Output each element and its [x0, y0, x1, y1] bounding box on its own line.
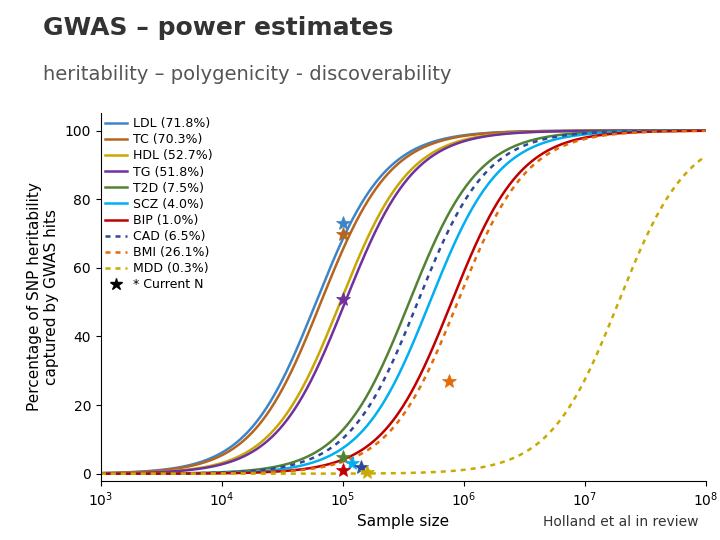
Y-axis label: Percentage of SNP heritability
captured by GWAS hits: Percentage of SNP heritability captured …: [27, 183, 59, 411]
TC (70.3%): [629, 127, 638, 134]
MDD (0.3%): [330, 470, 339, 477]
HDL (52.7%): [707, 127, 716, 134]
SCZ (4.0%): [96, 470, 105, 477]
SCZ (4.0%): [330, 450, 339, 456]
TG (51.8%): [166, 468, 175, 475]
CAD (6.5%): [629, 128, 638, 134]
Line: TC (70.3%): TC (70.3%): [101, 131, 711, 473]
TG (51.8%): [707, 127, 716, 134]
T2D (7.5%): [357, 402, 366, 408]
CAD (6.5%): [96, 470, 105, 477]
BMI (26.1%): [696, 127, 704, 134]
HDL (52.7%): [629, 127, 638, 134]
MDD (0.3%): [357, 470, 366, 477]
Line: MDD (0.3%): MDD (0.3%): [101, 152, 711, 474]
LDL (71.8%): [96, 470, 105, 476]
BMI (26.1%): [357, 450, 366, 457]
HDL (52.7%): [202, 463, 211, 470]
CAD (6.5%): [696, 127, 704, 134]
T2D (7.5%): [629, 128, 638, 134]
TC (70.3%): [96, 470, 105, 476]
T2D (7.5%): [166, 470, 175, 477]
TC (70.3%): [330, 265, 339, 271]
T2D (7.5%): [330, 435, 339, 441]
Text: heritability – polygenicity - discoverability: heritability – polygenicity - discoverab…: [43, 65, 451, 84]
LDL (71.8%): [166, 465, 175, 472]
TC (70.3%): [707, 127, 716, 134]
TG (51.8%): [696, 127, 704, 134]
TG (51.8%): [330, 324, 339, 330]
TC (70.3%): [696, 127, 704, 134]
TG (51.8%): [96, 470, 105, 477]
Line: TG (51.8%): TG (51.8%): [101, 131, 711, 474]
BIP (1.0%): [166, 470, 175, 477]
BIP (1.0%): [96, 470, 105, 477]
MDD (0.3%): [166, 470, 175, 477]
SCZ (4.0%): [357, 429, 366, 435]
X-axis label: Sample size: Sample size: [357, 515, 449, 530]
LDL (71.8%): [629, 127, 638, 134]
BIP (1.0%): [330, 459, 339, 465]
BIP (1.0%): [707, 127, 716, 134]
BMI (26.1%): [629, 130, 638, 136]
HDL (52.7%): [330, 312, 339, 319]
Line: SCZ (4.0%): SCZ (4.0%): [101, 131, 711, 474]
Legend: LDL (71.8%), TC (70.3%), HDL (52.7%), TG (51.8%), T2D (7.5%), SCZ (4.0%), BIP (1: LDL (71.8%), TC (70.3%), HDL (52.7%), TG…: [104, 117, 213, 292]
SCZ (4.0%): [629, 129, 638, 135]
T2D (7.5%): [707, 127, 716, 134]
T2D (7.5%): [202, 469, 211, 476]
MDD (0.3%): [96, 470, 105, 477]
LDL (71.8%): [696, 127, 704, 134]
TC (70.3%): [357, 208, 366, 215]
CAD (6.5%): [357, 414, 366, 421]
TG (51.8%): [357, 259, 366, 266]
SCZ (4.0%): [202, 470, 211, 476]
HDL (52.7%): [166, 468, 175, 475]
LDL (71.8%): [357, 200, 366, 206]
CAD (6.5%): [202, 470, 211, 476]
CAD (6.5%): [707, 127, 716, 134]
BIP (1.0%): [629, 129, 638, 136]
MDD (0.3%): [202, 470, 211, 477]
TC (70.3%): [166, 466, 175, 472]
Line: T2D (7.5%): T2D (7.5%): [101, 131, 711, 474]
SCZ (4.0%): [696, 127, 704, 134]
MDD (0.3%): [696, 157, 704, 164]
BIP (1.0%): [357, 447, 366, 454]
Text: Holland et al in review: Holland et al in review: [543, 515, 698, 529]
BMI (26.1%): [330, 461, 339, 467]
Line: HDL (52.7%): HDL (52.7%): [101, 131, 711, 474]
MDD (0.3%): [707, 149, 716, 156]
BMI (26.1%): [96, 470, 105, 477]
BIP (1.0%): [696, 127, 704, 134]
CAD (6.5%): [166, 470, 175, 477]
BMI (26.1%): [202, 470, 211, 477]
MDD (0.3%): [629, 261, 638, 268]
HDL (52.7%): [96, 470, 105, 477]
SCZ (4.0%): [707, 127, 716, 134]
TC (70.3%): [202, 458, 211, 465]
HDL (52.7%): [696, 127, 704, 134]
TG (51.8%): [629, 127, 638, 134]
TG (51.8%): [202, 464, 211, 471]
BIP (1.0%): [202, 470, 211, 477]
CAD (6.5%): [330, 442, 339, 448]
Line: BIP (1.0%): BIP (1.0%): [101, 131, 711, 474]
BMI (26.1%): [166, 470, 175, 477]
T2D (7.5%): [96, 470, 105, 477]
T2D (7.5%): [696, 127, 704, 134]
Line: CAD (6.5%): CAD (6.5%): [101, 131, 711, 474]
LDL (71.8%): [330, 253, 339, 260]
Line: BMI (26.1%): BMI (26.1%): [101, 131, 711, 474]
Line: LDL (71.8%): LDL (71.8%): [101, 131, 711, 473]
BMI (26.1%): [707, 127, 716, 134]
HDL (52.7%): [357, 248, 366, 254]
LDL (71.8%): [202, 457, 211, 463]
SCZ (4.0%): [166, 470, 175, 477]
LDL (71.8%): [707, 127, 716, 134]
Text: GWAS – power estimates: GWAS – power estimates: [43, 16, 394, 40]
